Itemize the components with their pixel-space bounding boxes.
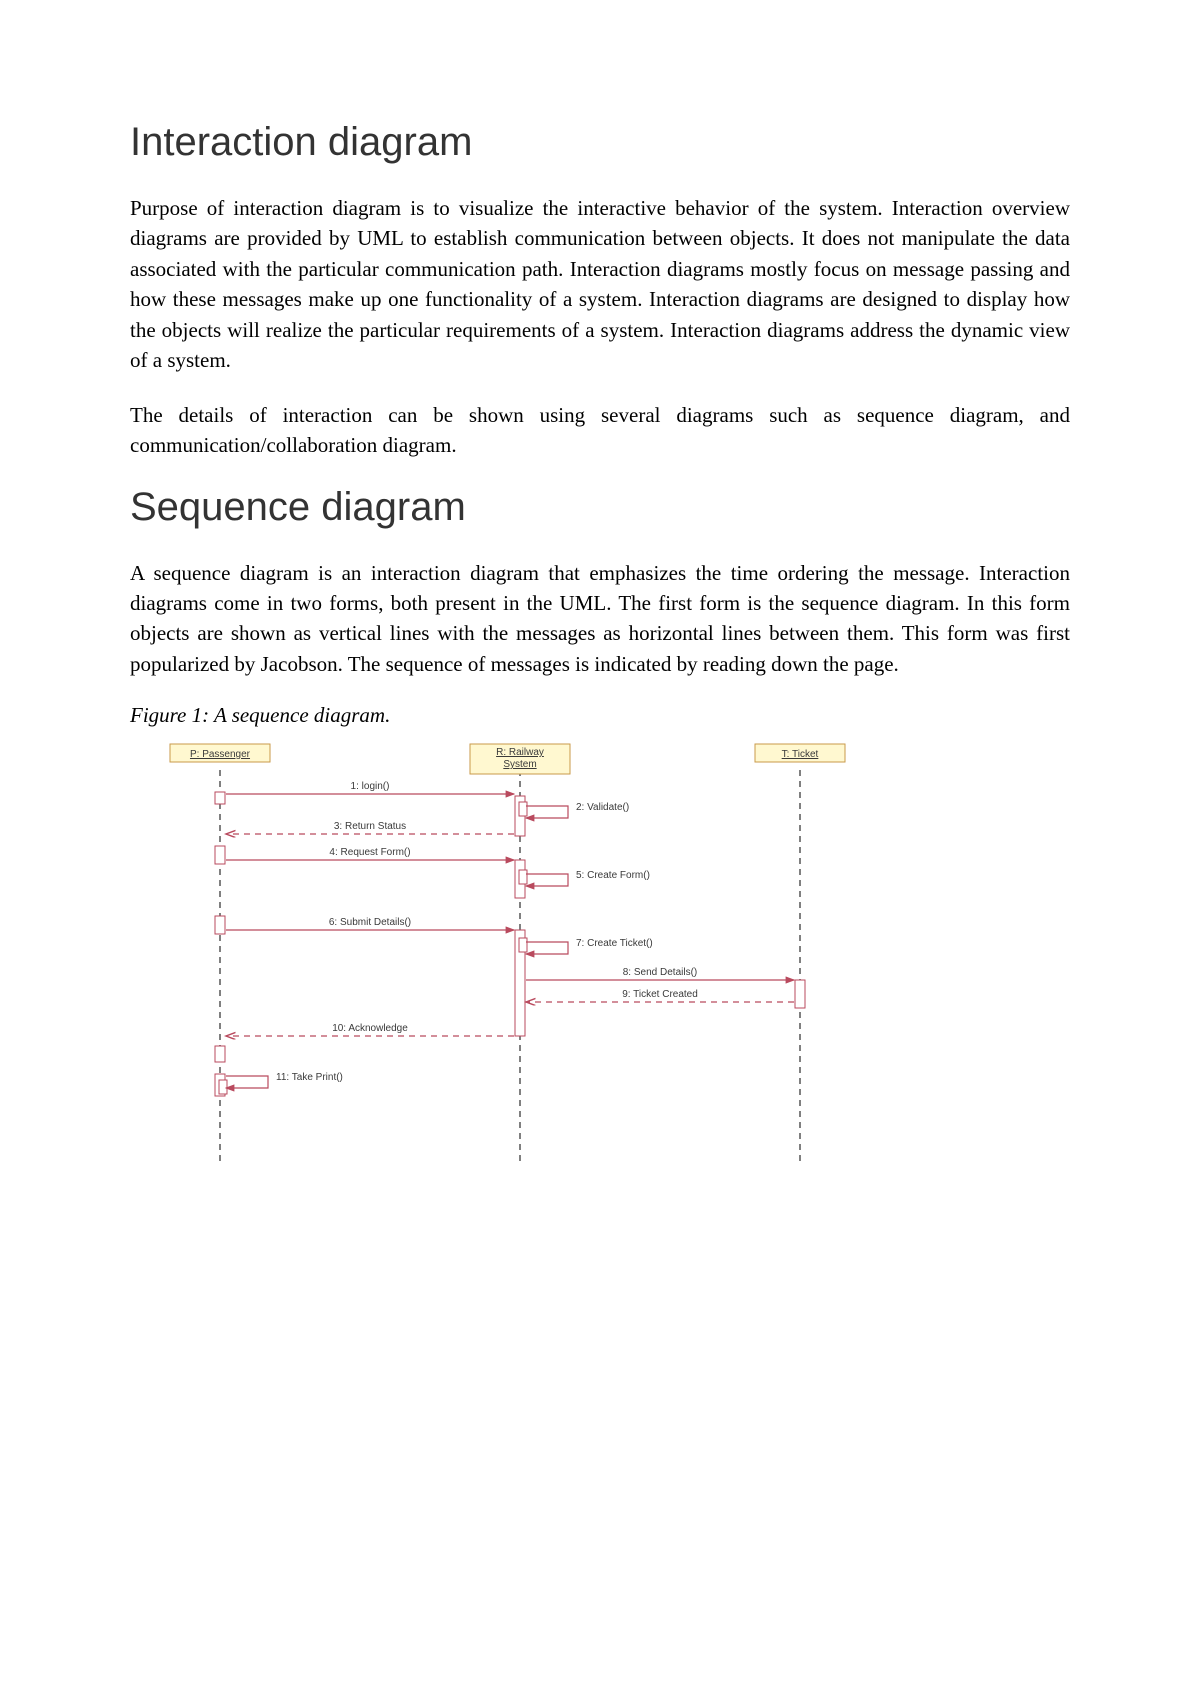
figure-caption: Figure 1: A sequence diagram.	[130, 703, 1070, 728]
svg-text:2: Validate(): 2: Validate()	[576, 802, 629, 813]
heading-sequence-diagram: Sequence diagram	[130, 485, 1070, 530]
svg-text:8: Send Details(): 8: Send Details()	[623, 967, 697, 978]
svg-text:4: Request Form(): 4: Request Form()	[329, 847, 410, 858]
svg-text:T: Ticket: T: Ticket	[782, 749, 819, 760]
svg-text:1: login(): 1: login()	[351, 781, 390, 792]
svg-text:6: Submit Details(): 6: Submit Details()	[329, 917, 411, 928]
sequence-diagram-svg: P: Passenger R: RailwaySystem T: Ticket 1: …	[150, 736, 930, 1176]
svg-text:7: Create Ticket(): 7: Create Ticket()	[576, 938, 653, 949]
svg-text:10: Acknowledge: 10: Acknowledge	[332, 1023, 408, 1034]
heading-interaction-diagram: Interaction diagram	[130, 120, 1070, 165]
paragraph-1: Purpose of interaction diagram is to vis…	[130, 193, 1070, 376]
svg-text:P: Passenger: P: Passenger	[190, 749, 251, 760]
document-page: Interaction diagram Purpose of interacti…	[0, 0, 1200, 1276]
svg-text:R: Railway: R: Railway	[496, 747, 544, 758]
svg-text:11: Take Print(): 11: Take Print()	[276, 1072, 343, 1083]
paragraph-2: The details of interaction can be shown …	[130, 400, 1070, 461]
svg-text:9: Ticket Created: 9: Ticket Created	[622, 989, 698, 1000]
svg-text:3: Return Status: 3: Return Status	[334, 821, 406, 832]
svg-text:System: System	[503, 759, 536, 770]
paragraph-3: A sequence diagram is an interaction dia…	[130, 558, 1070, 680]
sequence-diagram: P: Passenger R: RailwaySystem T: Ticket 1: …	[150, 736, 1070, 1176]
svg-text:5: Create Form(): 5: Create Form()	[576, 870, 650, 881]
